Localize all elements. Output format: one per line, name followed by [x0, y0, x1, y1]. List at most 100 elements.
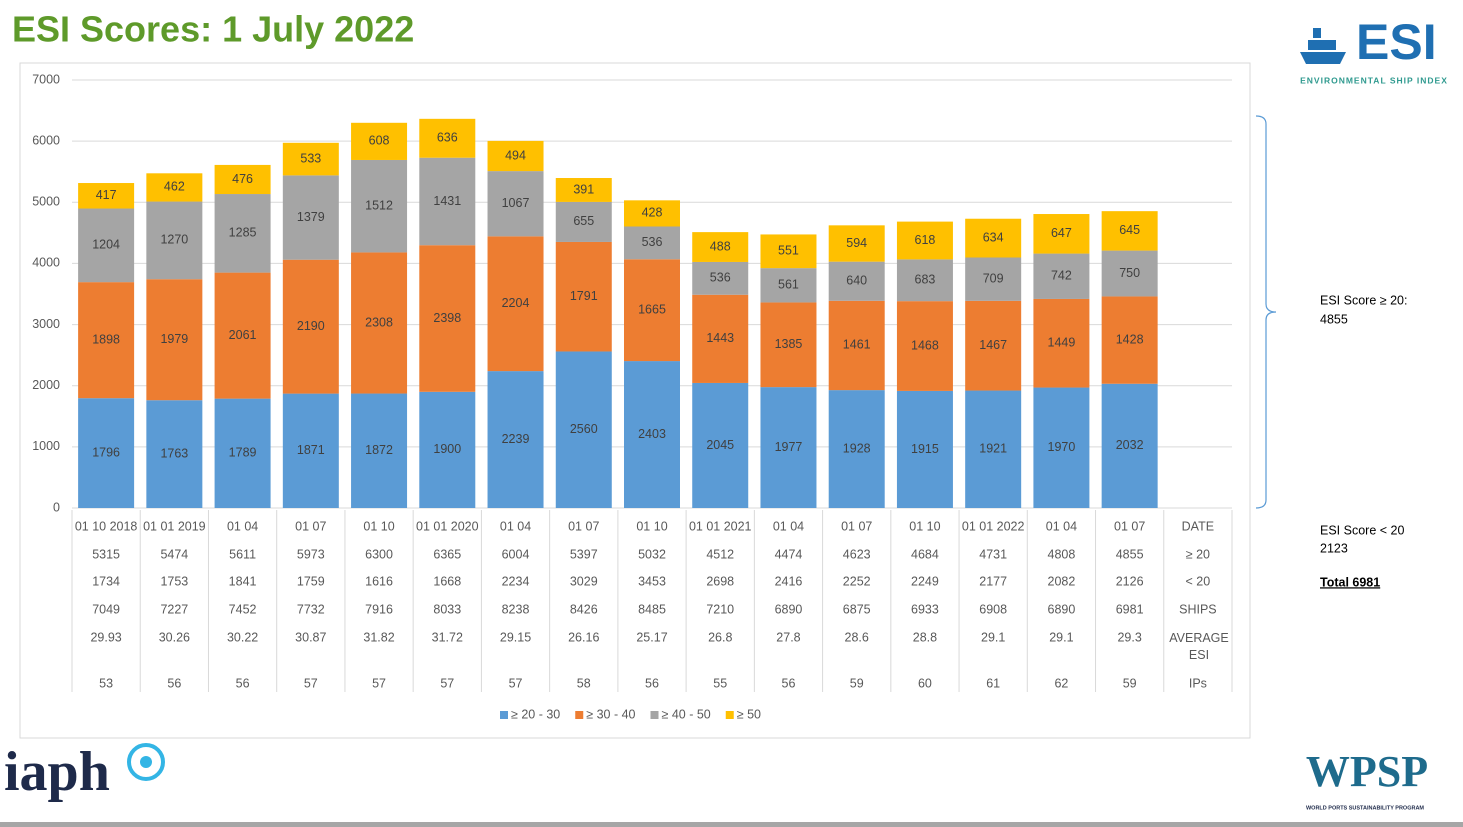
y-tick-label: 3000 — [32, 317, 60, 331]
y-tick-label: 5000 — [32, 195, 60, 209]
bar-segment — [828, 225, 885, 262]
data-label: 1461 — [843, 338, 871, 352]
data-label: 1443 — [706, 331, 734, 345]
data-label: 533 — [300, 151, 321, 165]
table-cell: 55 — [713, 676, 727, 690]
x-tick-label: 01 07 — [295, 519, 326, 533]
table-cell: 2126 — [1116, 574, 1144, 588]
table-cell: 29.1 — [981, 630, 1005, 644]
data-label: 683 — [915, 273, 936, 287]
table-cell: 56 — [782, 676, 796, 690]
data-label: 1979 — [160, 332, 188, 346]
table-cell: 56 — [236, 676, 250, 690]
footer-bar — [0, 822, 1463, 827]
bar-segment — [555, 201, 612, 242]
bar-segment — [214, 398, 271, 508]
data-label: 2190 — [297, 319, 325, 333]
table-cell: 4855 — [1116, 547, 1144, 561]
slide-title: ESI Scores: 1 July 2022 — [12, 9, 414, 50]
iaph-logo-text: iaph — [4, 741, 110, 803]
bar-segment — [965, 390, 1022, 508]
data-label: 2061 — [229, 328, 257, 342]
table-cell: 1841 — [229, 574, 257, 588]
data-label: 1431 — [433, 194, 461, 208]
bar-segment — [692, 382, 749, 508]
esi-logo: ESI ENVIRONMENTAL SHIP INDEX — [1300, 14, 1448, 85]
data-label: 594 — [846, 236, 867, 250]
table-cell: 4474 — [775, 547, 803, 561]
table-cell: 57 — [440, 676, 454, 690]
iaph-logo: iaph — [4, 741, 165, 803]
bar-segment — [828, 261, 885, 301]
bar-segment — [1101, 296, 1158, 384]
table-cell: 28.6 — [845, 630, 869, 644]
bar-segment — [214, 164, 271, 195]
table-cell: 61 — [986, 676, 1000, 690]
data-label: 1428 — [1116, 332, 1144, 346]
table-cell: 26.8 — [708, 630, 732, 644]
data-label: 645 — [1119, 223, 1140, 237]
data-label: 1872 — [365, 443, 393, 457]
bar-segment — [419, 245, 476, 392]
table-cell: 56 — [167, 676, 181, 690]
table-cell: 4731 — [979, 547, 1007, 561]
table-cell: 29.3 — [1117, 630, 1141, 644]
bar-segment — [282, 175, 339, 260]
table-cell: 2252 — [843, 574, 871, 588]
esi-logo-subtitle: ENVIRONMENTAL SHIP INDEX — [1300, 75, 1448, 85]
y-tick-label: 6000 — [32, 133, 60, 147]
data-label: 640 — [846, 274, 867, 288]
data-label: 1285 — [229, 226, 257, 240]
table-cell: 7452 — [229, 602, 257, 616]
bar-segment — [419, 157, 476, 246]
data-label: 2045 — [706, 438, 734, 452]
bar-segment — [146, 201, 203, 280]
data-label: 561 — [778, 278, 799, 292]
table-cell: 30.22 — [227, 630, 258, 644]
table-cell: 60 — [918, 676, 932, 690]
data-label: 709 — [983, 271, 1004, 285]
table-cell: 8426 — [570, 602, 598, 616]
data-label: 1970 — [1048, 440, 1076, 454]
table-cell: 5611 — [229, 547, 256, 561]
table-cell: 4684 — [911, 547, 939, 561]
x-tick-label: 01 01 2021 — [689, 519, 752, 533]
data-label: 1915 — [911, 442, 939, 456]
table-cell: 5315 — [92, 547, 120, 561]
data-label: 636 — [437, 131, 458, 145]
data-label: 1449 — [1048, 336, 1076, 350]
data-label: 494 — [505, 148, 526, 162]
x-tick-label: 01 10 — [636, 519, 667, 533]
data-label: 1871 — [297, 443, 325, 457]
wpsp-logo-text: WPSP — [1306, 747, 1428, 796]
data-label: 476 — [232, 172, 253, 186]
table-cell: 5474 — [160, 547, 188, 561]
x-tick-label: 01 07 — [1114, 519, 1145, 533]
bar-segment — [1101, 250, 1158, 297]
table-cell: 7732 — [297, 602, 325, 616]
data-label: 428 — [642, 206, 663, 220]
data-label: 1763 — [160, 446, 188, 460]
data-label: 750 — [1119, 266, 1140, 280]
data-label: 1468 — [911, 338, 939, 352]
table-cell: 1753 — [160, 574, 188, 588]
y-tick-label: 0 — [53, 500, 60, 514]
x-tick-label: 01 10 — [363, 519, 394, 533]
data-label: 391 — [573, 182, 594, 196]
table-cell: 6890 — [1048, 602, 1076, 616]
legend-swatch — [650, 711, 659, 719]
data-label: 1791 — [570, 289, 598, 303]
table-cell: 8485 — [638, 602, 666, 616]
data-label: 536 — [642, 235, 663, 249]
data-label: 1665 — [638, 302, 666, 316]
bar-segment — [351, 159, 408, 253]
data-label: 2308 — [365, 315, 393, 329]
data-label: 488 — [710, 239, 731, 253]
table-cell: 6933 — [911, 602, 939, 616]
y-tick-label: 4000 — [32, 256, 60, 270]
table-cell: 31.82 — [363, 630, 394, 644]
x-tick-label: 01 01 2020 — [416, 519, 479, 533]
bar-segment — [965, 257, 1022, 301]
annotation-label: ESI Score < 20 — [1320, 523, 1404, 537]
x-tick-label: 01 04 — [773, 519, 804, 533]
